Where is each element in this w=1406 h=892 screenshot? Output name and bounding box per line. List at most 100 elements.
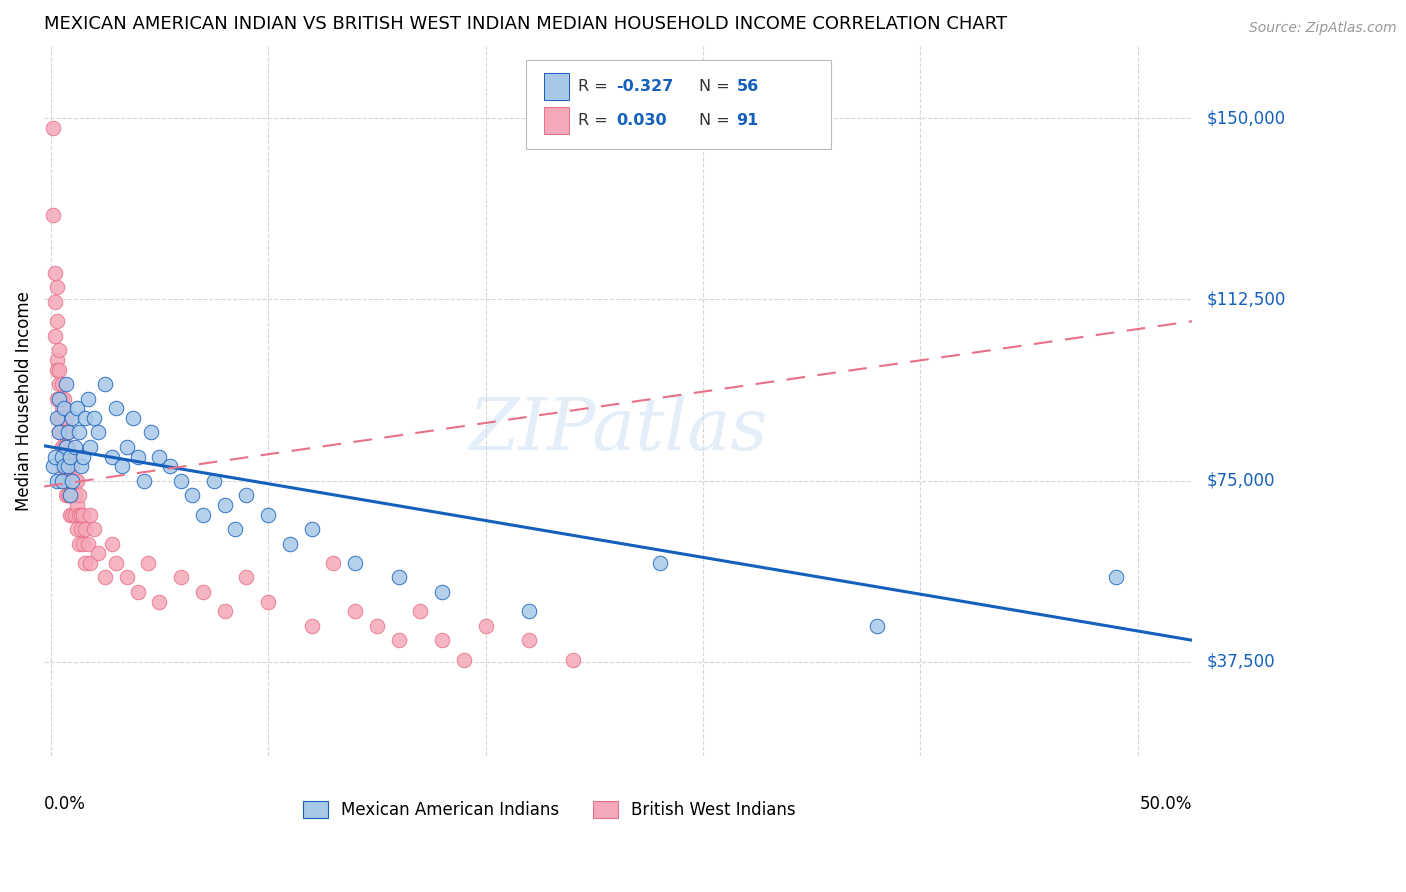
- Text: $75,000: $75,000: [1206, 472, 1275, 490]
- Point: [51, 392, 73, 406]
- Point: [46, 314, 69, 328]
- Point: [66, 522, 89, 536]
- Point: [257, 594, 280, 608]
- Point: [56, 425, 79, 440]
- Point: [55, 450, 77, 464]
- Point: [148, 450, 170, 464]
- Point: [87, 425, 110, 440]
- Point: [104, 556, 127, 570]
- Point: [75, 410, 97, 425]
- Point: [67, 508, 90, 522]
- Point: [430, 633, 453, 648]
- Point: [56, 474, 79, 488]
- Point: [55, 459, 77, 474]
- Text: R =: R =: [578, 79, 613, 95]
- Point: [59, 459, 82, 474]
- Point: [79, 508, 101, 522]
- Point: [51, 401, 73, 416]
- Point: [430, 585, 453, 599]
- Text: N =: N =: [699, 79, 734, 95]
- Text: 50.0%: 50.0%: [1140, 796, 1192, 814]
- Point: [111, 459, 134, 474]
- Point: [42, 459, 65, 474]
- Point: [56, 459, 79, 474]
- Point: [387, 633, 409, 648]
- Point: [235, 570, 257, 584]
- Point: [100, 450, 122, 464]
- Point: [561, 652, 583, 666]
- Point: [70, 522, 93, 536]
- Point: [52, 392, 75, 406]
- Point: [48, 410, 70, 425]
- Point: [51, 459, 73, 474]
- Point: [51, 440, 73, 454]
- Point: [59, 488, 82, 502]
- Text: ZIPatlas: ZIPatlas: [468, 394, 768, 465]
- Point: [56, 488, 79, 502]
- Point: [52, 401, 75, 416]
- Point: [76, 536, 98, 550]
- Point: [63, 440, 86, 454]
- Text: $37,500: $37,500: [1206, 653, 1275, 671]
- Point: [52, 425, 75, 440]
- Point: [100, 536, 122, 550]
- Point: [66, 401, 89, 416]
- Point: [51, 474, 73, 488]
- Point: [59, 488, 82, 502]
- Point: [453, 652, 475, 666]
- Point: [170, 474, 193, 488]
- Point: [181, 488, 204, 502]
- Point: [191, 508, 214, 522]
- Point: [51, 425, 73, 440]
- Point: [52, 474, 75, 488]
- Point: [344, 556, 367, 570]
- Point: [48, 425, 70, 440]
- Text: N =: N =: [699, 112, 734, 128]
- Point: [115, 440, 138, 454]
- Point: [44, 450, 66, 464]
- Point: [52, 440, 75, 454]
- Point: [115, 570, 138, 584]
- Point: [148, 594, 170, 608]
- Point: [235, 488, 257, 502]
- Point: [42, 208, 65, 222]
- Point: [56, 425, 79, 440]
- Point: [55, 488, 77, 502]
- Point: [517, 633, 540, 648]
- Point: [139, 425, 162, 440]
- Point: [83, 410, 105, 425]
- Point: [127, 450, 149, 464]
- Point: [79, 440, 101, 454]
- Point: [122, 410, 145, 425]
- FancyBboxPatch shape: [526, 60, 831, 149]
- Point: [214, 604, 236, 618]
- Point: [63, 488, 86, 502]
- Point: [44, 266, 66, 280]
- Point: [278, 536, 301, 550]
- Point: [55, 440, 77, 454]
- Point: [344, 604, 367, 618]
- Point: [301, 522, 323, 536]
- Point: [63, 508, 86, 522]
- Point: [56, 459, 79, 474]
- FancyBboxPatch shape: [544, 107, 569, 134]
- Point: [474, 619, 496, 633]
- Point: [42, 120, 65, 135]
- Point: [83, 522, 105, 536]
- Point: [94, 377, 117, 392]
- Point: [66, 498, 89, 512]
- Point: [55, 425, 77, 440]
- Point: [322, 556, 344, 570]
- Point: [55, 440, 77, 454]
- Point: [46, 474, 69, 488]
- Point: [866, 619, 889, 633]
- Point: [51, 410, 73, 425]
- Point: [46, 410, 69, 425]
- Point: [138, 556, 160, 570]
- Text: Source: ZipAtlas.com: Source: ZipAtlas.com: [1249, 21, 1396, 36]
- Point: [56, 440, 79, 454]
- Point: [70, 459, 93, 474]
- Point: [59, 508, 82, 522]
- Point: [52, 459, 75, 474]
- Point: [301, 619, 323, 633]
